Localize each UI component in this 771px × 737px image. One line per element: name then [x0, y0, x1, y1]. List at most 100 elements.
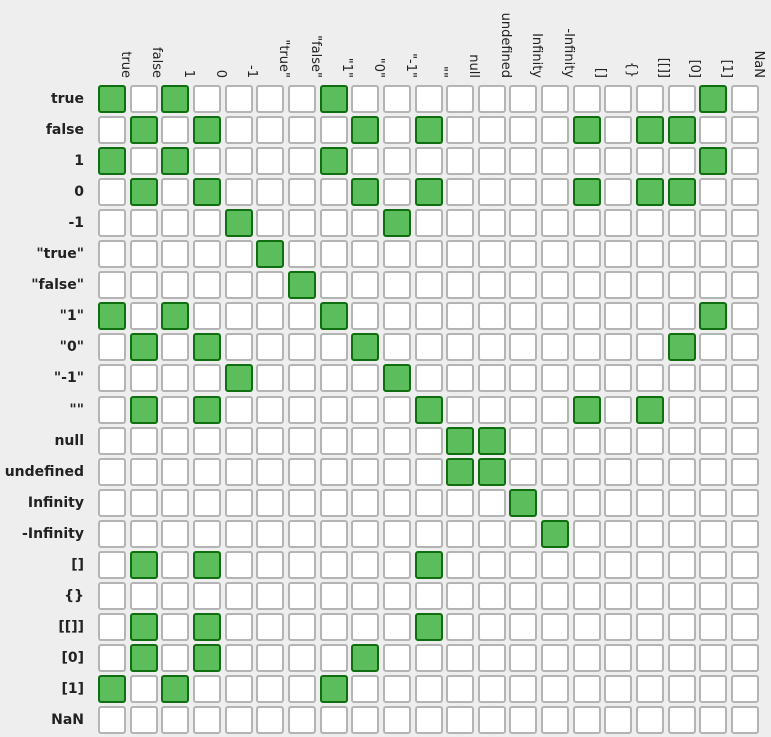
- cell-not-equal: [224, 240, 253, 269]
- cell-not-equal: [699, 643, 728, 672]
- cell-not-equal: [509, 333, 538, 362]
- column-header: 0: [191, 0, 228, 82]
- cell-not-equal: [414, 85, 443, 113]
- cell-not-equal: [604, 395, 633, 424]
- cell-not-equal: [477, 519, 506, 548]
- cell-not-equal: [667, 147, 696, 176]
- cell-not-equal: [319, 271, 348, 300]
- cell-not-equal: [636, 333, 665, 362]
- cell-equal: [161, 674, 190, 703]
- cell-not-equal: [572, 147, 601, 176]
- row-header: "1": [59, 308, 84, 325]
- cell-equal: [699, 147, 728, 176]
- cell-not-equal: [287, 147, 316, 176]
- cell-equal: [541, 519, 570, 548]
- cell-not-equal: [731, 426, 759, 455]
- cell-not-equal: [161, 457, 190, 486]
- cell-equal: [129, 178, 158, 207]
- cell-not-equal: [446, 488, 475, 517]
- cell-not-equal: [731, 706, 759, 734]
- cell-not-equal: [699, 674, 728, 703]
- cell-not-equal: [319, 395, 348, 424]
- cell-not-equal: [731, 178, 759, 207]
- cell-not-equal: [509, 706, 538, 734]
- cell-not-equal: [129, 457, 158, 486]
- cell-not-equal: [161, 550, 190, 579]
- cell-equal: [636, 178, 665, 207]
- cell-not-equal: [509, 395, 538, 424]
- cell-equal: [667, 116, 696, 145]
- cell-not-equal: [351, 519, 380, 548]
- column-header: NaN: [729, 0, 766, 82]
- cell-not-equal: [604, 488, 633, 517]
- cell-equal: [446, 426, 475, 455]
- column-header: null: [444, 0, 481, 82]
- cell-not-equal: [572, 581, 601, 610]
- cell-not-equal: [604, 612, 633, 641]
- cell-not-equal: [667, 706, 696, 734]
- cell-not-equal: [161, 519, 190, 548]
- cell-not-equal: [667, 240, 696, 269]
- cell-equal: [129, 550, 158, 579]
- cell-not-equal: [224, 302, 253, 331]
- cell-not-equal: [129, 85, 158, 113]
- cell-not-equal: [224, 426, 253, 455]
- cell-not-equal: [636, 519, 665, 548]
- cell-not-equal: [446, 116, 475, 145]
- cell-not-equal: [509, 85, 538, 113]
- cell-equal: [351, 643, 380, 672]
- row-header: [1]: [61, 680, 84, 697]
- cell-not-equal: [224, 85, 253, 113]
- cell-not-equal: [572, 550, 601, 579]
- cell-not-equal: [351, 426, 380, 455]
- cell-not-equal: [414, 457, 443, 486]
- cell-not-equal: [414, 519, 443, 548]
- cell-equal: [319, 147, 348, 176]
- cell-not-equal: [509, 147, 538, 176]
- cell-not-equal: [604, 85, 633, 113]
- cell-equal: [509, 488, 538, 517]
- cell-not-equal: [319, 612, 348, 641]
- cell-not-equal: [446, 209, 475, 238]
- cell-equal: [414, 612, 443, 641]
- cell-not-equal: [256, 581, 285, 610]
- cell-not-equal: [699, 333, 728, 362]
- cell-not-equal: [636, 457, 665, 486]
- cell-not-equal: [541, 488, 570, 517]
- cell-not-equal: [509, 271, 538, 300]
- cell-not-equal: [572, 519, 601, 548]
- cell-equal: [224, 364, 253, 393]
- cell-not-equal: [98, 116, 126, 145]
- cell-not-equal: [382, 240, 411, 269]
- cell-not-equal: [446, 240, 475, 269]
- cell-not-equal: [509, 550, 538, 579]
- cell-not-equal: [98, 706, 126, 734]
- cell-not-equal: [161, 240, 190, 269]
- cell-not-equal: [287, 364, 316, 393]
- cell-not-equal: [572, 612, 601, 641]
- cell-not-equal: [667, 85, 696, 113]
- cell-not-equal: [351, 612, 380, 641]
- cell-not-equal: [636, 364, 665, 393]
- cell-not-equal: [256, 116, 285, 145]
- cell-not-equal: [477, 147, 506, 176]
- cell-equal: [414, 550, 443, 579]
- cell-not-equal: [256, 395, 285, 424]
- cell-not-equal: [382, 178, 411, 207]
- cell-not-equal: [382, 457, 411, 486]
- row-header: "": [69, 401, 84, 418]
- cell-not-equal: [604, 116, 633, 145]
- cell-not-equal: [731, 364, 759, 393]
- cell-not-equal: [161, 706, 190, 734]
- cell-not-equal: [98, 364, 126, 393]
- cell-equal: [636, 395, 665, 424]
- cell-not-equal: [256, 550, 285, 579]
- cell-not-equal: [446, 706, 475, 734]
- cell-not-equal: [477, 674, 506, 703]
- cell-equal: [382, 364, 411, 393]
- cell-not-equal: [192, 302, 221, 331]
- cell-equal: [256, 240, 285, 269]
- cell-not-equal: [224, 178, 253, 207]
- cell-not-equal: [287, 612, 316, 641]
- row-header: true: [50, 91, 84, 107]
